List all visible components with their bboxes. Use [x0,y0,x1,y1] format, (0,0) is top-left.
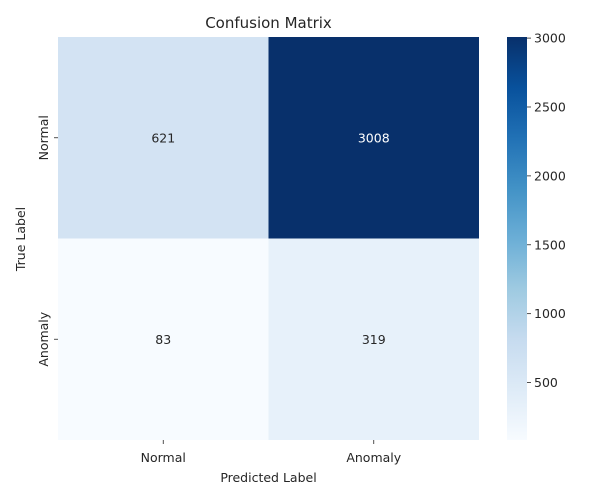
cell-value-label: 319 [362,332,386,347]
cell-value-label: 83 [155,332,171,347]
x-tick-label: Normal [141,450,186,465]
cell-value-label: 621 [151,130,175,145]
colorbar-tick-label: 1500 [534,237,566,252]
colorbar-tick-label: 3000 [534,31,566,46]
colorbar-tick-label: 1000 [534,306,566,321]
colorbar: 500 1000 1500 2000 2500 3000 [507,31,566,440]
y-tick-label: Anomaly [36,311,51,366]
y-tick-label: Normal [36,115,51,160]
cell-value-label: 3008 [358,130,390,145]
colorbar-tick-label: 2000 [534,168,566,183]
heatmap-cell [58,238,269,440]
x-tick-label: Anomaly [346,450,401,465]
heatmap-cell [268,238,479,440]
chart-title: Confusion Matrix [205,14,332,32]
x-axis-label: Predicted Label [220,470,316,485]
y-axis-label: True Label [13,207,28,272]
heatmap-cell [58,37,269,239]
x-axis: Normal Anomaly [141,440,402,465]
y-axis: Normal Anomaly [36,115,58,367]
heatmap-cells: 621 3008 83 319 [58,37,479,440]
colorbar-tick-label: 2500 [534,99,566,114]
heatmap-cell [268,37,479,239]
colorbar-bar [507,37,527,440]
colorbar-tick-label: 500 [534,375,558,390]
